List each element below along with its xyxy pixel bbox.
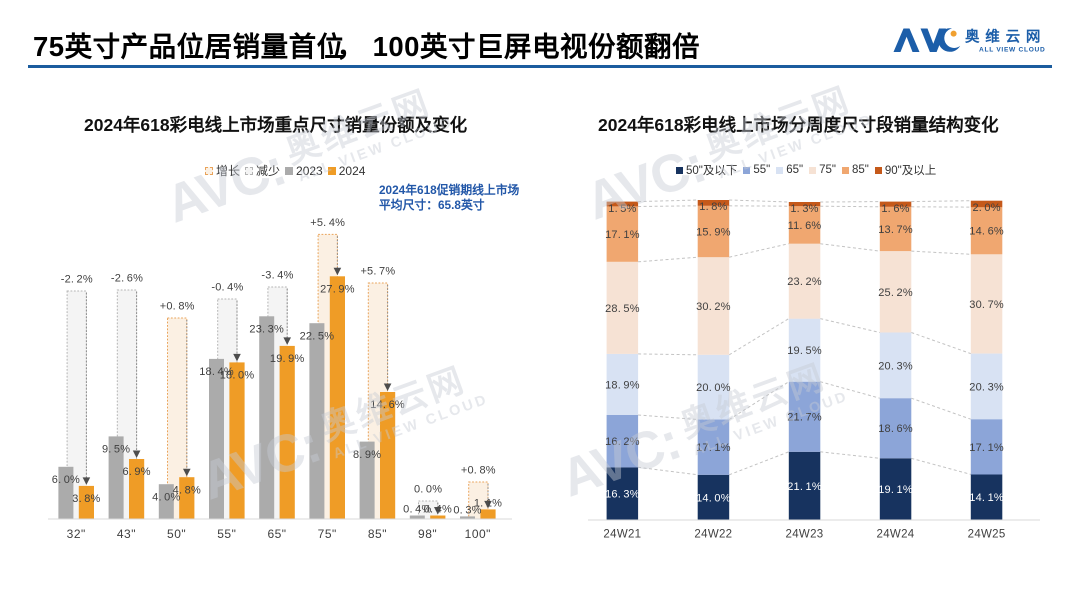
svg-text:1. 6%: 1. 6% xyxy=(881,203,909,215)
svg-text:24W21: 24W21 xyxy=(603,529,641,541)
svg-text:20. 0%: 20. 0% xyxy=(696,382,731,394)
svg-text:8. 9%: 8. 9% xyxy=(353,449,381,461)
svg-text:20. 3%: 20. 3% xyxy=(969,381,1004,393)
svg-text:9. 5%: 9. 5% xyxy=(102,444,130,456)
svg-text:+0. 8%: +0. 8% xyxy=(461,465,496,477)
svg-text:4. 8%: 4. 8% xyxy=(173,484,201,496)
svg-text:0. 0%: 0. 0% xyxy=(414,484,442,496)
svg-text:28. 5%: 28. 5% xyxy=(605,303,640,315)
svg-text:+0. 8%: +0. 8% xyxy=(160,301,195,313)
svg-text:-0. 4%: -0. 4% xyxy=(211,282,243,294)
svg-text:11. 6%: 11. 6% xyxy=(788,220,822,232)
svg-text:4. 0%: 4. 0% xyxy=(152,491,180,503)
svg-text:65": 65" xyxy=(267,527,286,541)
svg-text:24W22: 24W22 xyxy=(694,529,732,541)
svg-text:50": 50" xyxy=(167,527,186,541)
svg-text:17. 1%: 17. 1% xyxy=(969,442,1004,454)
svg-text:14. 6%: 14. 6% xyxy=(370,399,405,411)
svg-text:21. 7%: 21. 7% xyxy=(787,412,822,424)
svg-text:100": 100" xyxy=(465,527,491,541)
svg-text:18. 4%: 18. 4% xyxy=(199,366,234,378)
svg-text:17. 1%: 17. 1% xyxy=(696,442,731,454)
svg-text:13. 7%: 13. 7% xyxy=(878,224,913,236)
svg-text:55": 55" xyxy=(217,527,236,541)
svg-text:43": 43" xyxy=(117,527,136,541)
svg-text:16. 3%: 16. 3% xyxy=(605,489,640,501)
svg-text:18. 0%: 18. 0% xyxy=(220,370,255,382)
svg-text:1. 8%: 1. 8% xyxy=(699,201,727,213)
svg-text:3. 8%: 3. 8% xyxy=(72,493,100,505)
svg-text:16. 2%: 16. 2% xyxy=(605,436,640,448)
svg-text:1. 5%: 1. 5% xyxy=(608,203,636,215)
svg-text:24W23: 24W23 xyxy=(786,529,824,541)
svg-text:0. 4%: 0. 4% xyxy=(424,504,452,516)
svg-text:0. 4%: 0. 4% xyxy=(403,504,431,516)
svg-text:14. 1%: 14. 1% xyxy=(969,492,1004,504)
svg-text:ALL VIEW CLOUD: ALL VIEW CLOUD xyxy=(979,46,1045,53)
svg-text:0. 3%: 0. 3% xyxy=(453,505,481,517)
svg-text:+5. 7%: +5. 7% xyxy=(360,266,395,278)
svg-text:18. 6%: 18. 6% xyxy=(878,423,913,435)
svg-text:27. 9%: 27. 9% xyxy=(320,284,355,296)
svg-text:1. 3%: 1. 3% xyxy=(790,203,818,215)
svg-text:23. 3%: 23. 3% xyxy=(249,324,284,336)
svg-text:32": 32" xyxy=(67,527,86,541)
svg-text:20. 3%: 20. 3% xyxy=(878,360,913,372)
svg-text:25. 2%: 25. 2% xyxy=(878,287,913,299)
svg-text:98": 98" xyxy=(418,527,437,541)
svg-text:30. 7%: 30. 7% xyxy=(969,299,1004,311)
svg-text:24W25: 24W25 xyxy=(968,529,1006,541)
svg-text:奥维云网: 奥维云网 xyxy=(965,28,1046,46)
svg-text:14. 0%: 14. 0% xyxy=(696,492,731,504)
svg-text:6. 0%: 6. 0% xyxy=(52,474,80,486)
svg-text:+5. 4%: +5. 4% xyxy=(310,217,345,229)
svg-text:24W24: 24W24 xyxy=(877,529,915,541)
svg-text:85": 85" xyxy=(368,527,387,541)
svg-text:19. 9%: 19. 9% xyxy=(270,353,305,365)
svg-text:21. 1%: 21. 1% xyxy=(787,481,822,493)
svg-text:2. 0%: 2. 0% xyxy=(972,202,1000,214)
svg-text:19. 5%: 19. 5% xyxy=(787,345,822,357)
svg-text:6. 9%: 6. 9% xyxy=(122,466,150,478)
svg-text:19. 1%: 19. 1% xyxy=(878,484,913,496)
svg-text:75": 75" xyxy=(318,527,337,541)
svg-text:-2. 2%: -2. 2% xyxy=(61,274,93,286)
svg-text:-2. 6%: -2. 6% xyxy=(111,273,143,285)
svg-text:-3. 4%: -3. 4% xyxy=(261,270,293,282)
svg-text:30. 2%: 30. 2% xyxy=(696,301,731,313)
svg-text:1. 1%: 1. 1% xyxy=(474,498,502,510)
svg-text:14. 6%: 14. 6% xyxy=(969,226,1004,238)
svg-text:23. 2%: 23. 2% xyxy=(787,276,822,288)
svg-text:22. 5%: 22. 5% xyxy=(300,330,335,342)
svg-text:15. 9%: 15. 9% xyxy=(696,227,731,239)
svg-text:17. 1%: 17. 1% xyxy=(605,229,640,241)
svg-text:18. 9%: 18. 9% xyxy=(605,379,640,391)
